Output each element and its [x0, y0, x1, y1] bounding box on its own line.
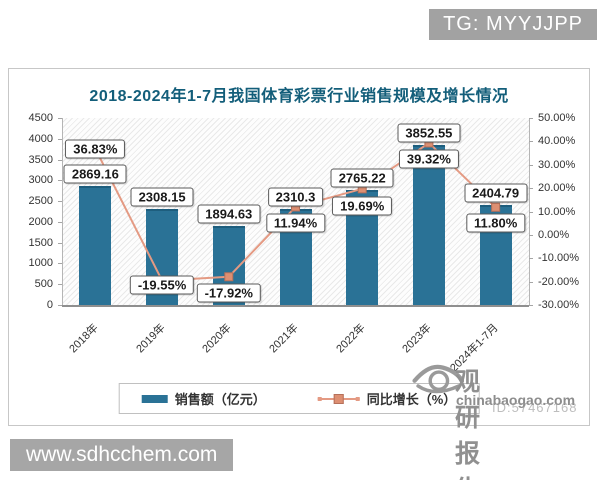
left-axis-tick-label: 3000 — [28, 174, 53, 187]
bar-value-label: 1894.63 — [197, 204, 261, 224]
right-axis-tick-mark — [529, 305, 533, 306]
right-axis-tick-mark — [529, 234, 533, 236]
right-axis-tick-label: 10.00% — [538, 205, 576, 218]
right-axis-tick-mark — [529, 164, 533, 166]
left-axis-tick-mark — [58, 118, 62, 119]
line-series-swatch — [317, 393, 360, 404]
x-axis-tick-label: 2019年 — [133, 321, 168, 356]
left-axis-tick-label: 4000 — [28, 132, 53, 145]
right-axis-tick-label: -10.00% — [538, 252, 579, 265]
right-axis-tick-label: 50.00% — [538, 112, 576, 124]
right-axis-tick-mark — [529, 281, 533, 283]
watermark-site-name: 观研报告网 — [455, 368, 482, 480]
right-axis-tick-label: -20.00% — [538, 275, 579, 288]
growth-pct-label: 39.32% — [398, 149, 459, 169]
growth-pct-label: 19.69% — [332, 196, 393, 216]
x-axis-tick-label: 2022年 — [333, 321, 368, 356]
right-axis-tick-label: 0.00% — [538, 228, 570, 241]
bar — [79, 185, 112, 305]
right-axis-tick-label: 40.00% — [538, 135, 576, 148]
bar-value-label: 3852.55 — [397, 123, 461, 143]
chart-title: 2018-2024年1-7月我国体育彩票行业销售规模及增长情况 — [89, 88, 509, 105]
right-axis-tick-label: 20.00% — [538, 182, 576, 195]
x-axis-tick-label: 2021年 — [267, 321, 301, 356]
left-axis-tick-label: 500 — [34, 278, 53, 291]
growth-pct-label: -19.55% — [129, 275, 195, 295]
right-axis-tick-mark — [529, 258, 533, 260]
x-axis-line — [62, 305, 529, 307]
right-axis-tick-label: -30.00% — [538, 299, 579, 311]
bar — [412, 144, 445, 305]
left-axis-tick-label: 3500 — [28, 153, 53, 166]
x-axis-tick-label: 2023年 — [400, 321, 435, 356]
left-axis-tick-mark — [58, 180, 62, 182]
legend-item-sales: 销售额（亿元） — [141, 389, 266, 408]
growth-pct-label: -17.92% — [196, 283, 261, 303]
left-axis-tick-mark — [58, 201, 62, 203]
bar-value-label: 2310.3 — [267, 187, 324, 207]
left-axis-tick-label: 2000 — [28, 215, 53, 228]
growth-pct-label: 11.80% — [465, 213, 526, 233]
legend-label-sales: 销售额（亿元） — [174, 392, 266, 407]
left-axis-tick-mark — [58, 263, 62, 265]
left-axis-tick-mark — [58, 159, 62, 161]
bar-value-label: 2869.16 — [63, 164, 127, 184]
right-axis-tick-mark — [529, 141, 533, 143]
bar-series-swatch — [141, 394, 168, 403]
left-axis-tick-label: 1500 — [28, 236, 53, 249]
tg-contact-badge: TG: MYYJJPP — [429, 9, 597, 40]
left-axis-tick-mark — [58, 242, 62, 244]
right-axis-tick-mark — [529, 118, 533, 119]
growth-pct-label: 36.83% — [65, 139, 126, 159]
x-axis-tick-label: 2020年 — [200, 321, 235, 356]
legend-label-growth: 同比增长（%） — [366, 392, 457, 407]
left-axis-tick-mark — [58, 138, 62, 140]
watermark-eye-logo-icon — [412, 364, 464, 394]
watermark-domain: chinabaogao.com — [456, 392, 576, 408]
left-axis-tick-mark — [58, 284, 62, 286]
left-axis-tick-label: 0 — [46, 299, 53, 311]
right-axis-tick-label: 30.00% — [538, 158, 576, 171]
left-axis-tick-mark — [58, 221, 62, 223]
left-axis-line — [62, 118, 63, 305]
left-axis-tick-mark — [58, 305, 62, 306]
growth-pct-label: 11.94% — [265, 213, 326, 233]
plot-area: 4500 4000 3500 3000 2500 2000 1500 1000 500 0 50.0… — [9, 69, 589, 425]
left-axis-tick-label: 4500 — [28, 112, 53, 124]
left-axis-tick-label: 2500 — [28, 195, 53, 208]
left-axis-tick-label: 1000 — [28, 257, 53, 270]
bar-value-label: 2404.79 — [464, 183, 528, 203]
chart-container: 2018-2024年1-7月我国体育彩票行业销售规模及增长情况 4500 4000… — [8, 68, 590, 426]
right-axis-tick-mark — [529, 188, 533, 190]
x-axis-tick-label: 2018年 — [67, 321, 101, 356]
bar-value-label: 2308.15 — [130, 187, 194, 207]
legend-item-growth: 同比增长（%） — [317, 389, 457, 408]
right-axis-tick-mark — [529, 211, 533, 213]
watermark-id-overlay: ID:57467168 — [492, 400, 578, 415]
site-url-badge: www.sdhcchem.com — [10, 439, 234, 471]
bar-value-label: 2765.22 — [330, 168, 394, 188]
